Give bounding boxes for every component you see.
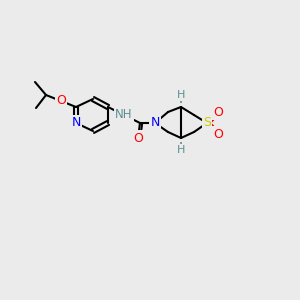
Text: N: N [150,116,160,130]
Text: O: O [56,94,66,107]
Text: S: S [203,116,211,130]
Text: O: O [133,131,143,145]
Text: H: H [177,145,185,155]
Text: N: N [71,116,81,130]
Text: NH: NH [115,109,133,122]
Text: O: O [213,106,223,118]
Text: O: O [213,128,223,140]
Text: H: H [177,90,185,100]
